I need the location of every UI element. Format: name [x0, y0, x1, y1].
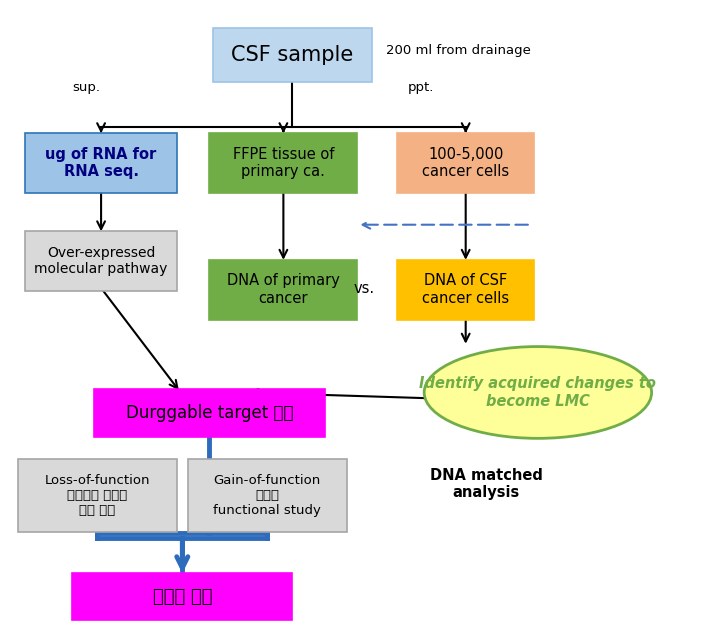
Text: DNA of primary
cancer: DNA of primary cancer: [227, 273, 340, 306]
FancyBboxPatch shape: [94, 389, 325, 437]
FancyBboxPatch shape: [213, 28, 372, 82]
Text: Identify acquired changes to
become LMC: Identify acquired changes to become LMC: [419, 376, 656, 409]
Ellipse shape: [424, 347, 652, 439]
Text: DNA of CSF
cancer cells: DNA of CSF cancer cells: [422, 273, 509, 306]
FancyBboxPatch shape: [397, 133, 534, 193]
FancyBboxPatch shape: [209, 260, 357, 320]
FancyBboxPatch shape: [397, 260, 534, 320]
FancyBboxPatch shape: [188, 459, 347, 532]
FancyBboxPatch shape: [25, 133, 177, 193]
FancyBboxPatch shape: [18, 459, 177, 532]
Text: Over-expressed
molecular pathway: Over-expressed molecular pathway: [35, 246, 168, 276]
Text: Gain-of-function
세포주
functional study: Gain-of-function 세포주 functional study: [213, 474, 321, 517]
Text: ug of RNA for
RNA seq.: ug of RNA for RNA seq.: [45, 147, 157, 179]
FancyBboxPatch shape: [25, 231, 177, 291]
Text: 200 ml from drainage: 200 ml from drainage: [386, 44, 531, 57]
Text: 전임상 검증: 전임상 검증: [152, 587, 212, 606]
FancyBboxPatch shape: [72, 573, 292, 620]
Text: 100-5,000
cancer cells: 100-5,000 cancer cells: [422, 147, 509, 179]
Text: vs.: vs.: [354, 280, 375, 296]
FancyBboxPatch shape: [209, 133, 357, 193]
Text: Loss-of-function
뇌첨수액 암전이
동물 모델: Loss-of-function 뇌첨수액 암전이 동물 모델: [45, 474, 150, 517]
Text: Durggable target 발굴: Durggable target 발굴: [126, 404, 293, 422]
Text: CSF sample: CSF sample: [231, 46, 354, 65]
Text: FFPE tissue of
primary ca.: FFPE tissue of primary ca.: [232, 147, 334, 179]
Text: sup.: sup.: [72, 81, 100, 94]
Text: ppt.: ppt.: [408, 81, 435, 94]
Text: DNA matched
analysis: DNA matched analysis: [430, 468, 542, 501]
